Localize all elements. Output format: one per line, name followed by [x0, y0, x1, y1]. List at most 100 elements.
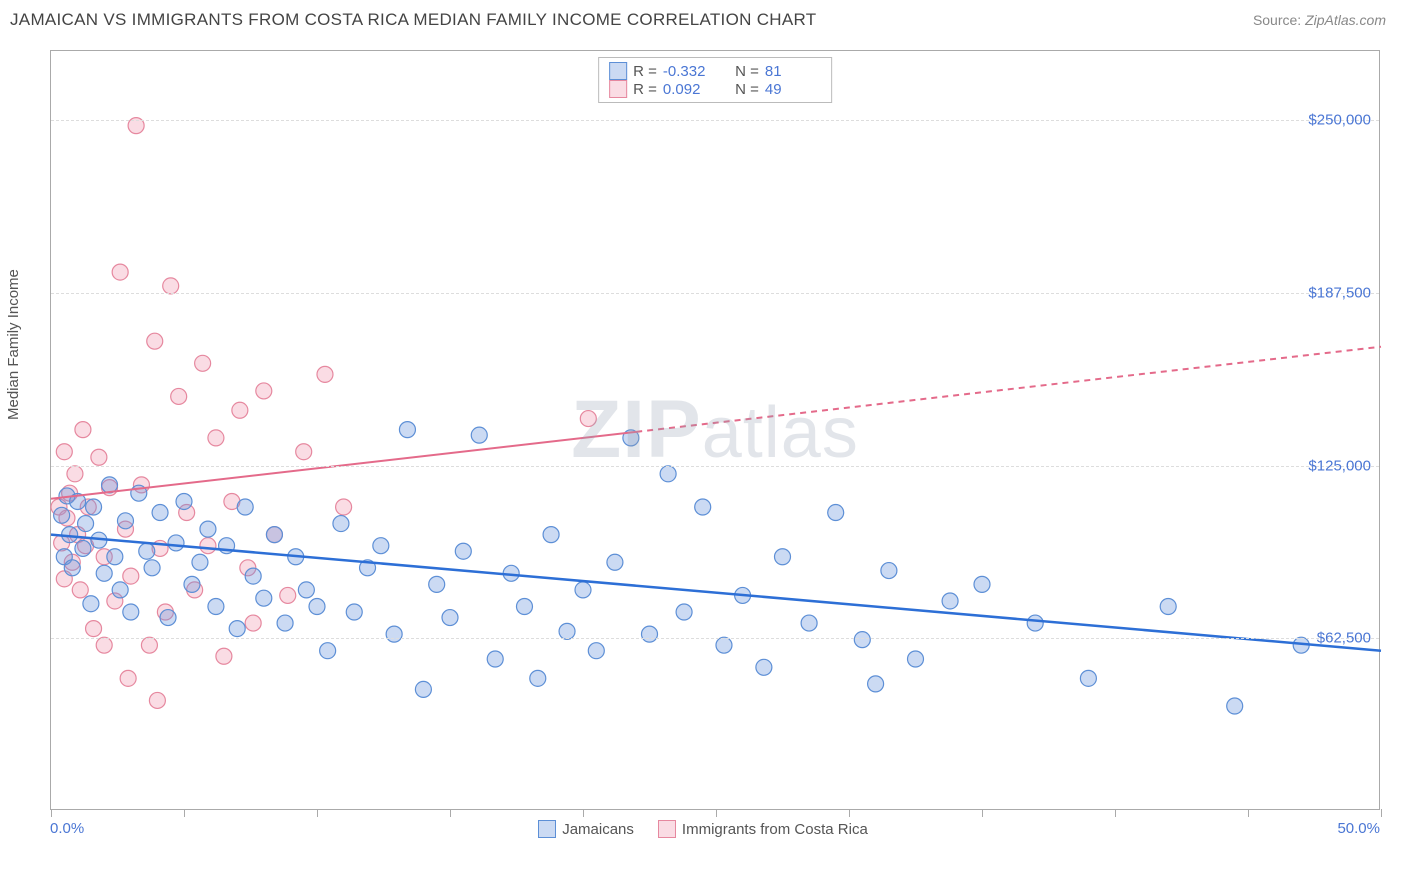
data-point — [588, 643, 604, 659]
data-point — [149, 692, 165, 708]
data-point — [346, 604, 362, 620]
data-point — [200, 521, 216, 537]
chart-title: JAMAICAN VS IMMIGRANTS FROM COSTA RICA M… — [10, 10, 816, 30]
data-point — [828, 505, 844, 521]
data-point — [801, 615, 817, 631]
data-point — [91, 449, 107, 465]
data-point — [317, 366, 333, 382]
data-point — [543, 527, 559, 543]
data-point — [152, 505, 168, 521]
data-point — [487, 651, 503, 667]
data-point — [195, 355, 211, 371]
data-point — [163, 278, 179, 294]
data-point — [580, 411, 596, 427]
data-point — [56, 444, 72, 460]
series-legend: Jamaicans Immigrants from Costa Rica — [0, 820, 1406, 838]
data-point — [881, 563, 897, 579]
data-point — [455, 543, 471, 559]
x-tick — [51, 809, 52, 817]
data-point — [86, 621, 102, 637]
data-point — [320, 643, 336, 659]
data-point — [309, 598, 325, 614]
data-point — [516, 598, 532, 614]
data-point — [775, 549, 791, 565]
data-point — [171, 388, 187, 404]
x-tick — [184, 809, 185, 817]
n-label: N = — [735, 63, 759, 80]
plot-svg — [51, 51, 1379, 809]
data-point — [96, 637, 112, 653]
legend-swatch — [658, 820, 676, 838]
data-point — [471, 427, 487, 443]
data-point — [86, 499, 102, 515]
n-value: 81 — [765, 63, 821, 80]
data-point — [336, 499, 352, 515]
data-point — [1027, 615, 1043, 631]
data-point — [147, 333, 163, 349]
data-point — [245, 615, 261, 631]
legend-swatch — [609, 80, 627, 98]
data-point — [716, 637, 732, 653]
data-point — [1227, 698, 1243, 714]
data-point — [216, 648, 232, 664]
data-point — [54, 507, 70, 523]
gridline — [51, 466, 1379, 467]
data-point — [96, 565, 112, 581]
data-point — [429, 576, 445, 592]
y-axis-label: Median Family Income — [5, 269, 22, 420]
data-point — [1080, 670, 1096, 686]
data-point — [141, 637, 157, 653]
data-point — [296, 444, 312, 460]
data-point — [373, 538, 389, 554]
y-tick-label: $187,500 — [1308, 284, 1371, 301]
chart-source: Source: ZipAtlas.com — [1253, 12, 1386, 28]
x-tick — [849, 809, 850, 817]
data-point — [107, 549, 123, 565]
x-tick — [1381, 809, 1382, 817]
series-legend-label: Jamaicans — [562, 821, 634, 838]
data-point — [123, 568, 139, 584]
data-point — [333, 516, 349, 532]
data-point — [144, 560, 160, 576]
data-point — [256, 383, 272, 399]
data-point — [168, 535, 184, 551]
data-point — [200, 538, 216, 554]
data-point — [208, 430, 224, 446]
data-point — [854, 632, 870, 648]
data-point — [139, 543, 155, 559]
data-point — [75, 540, 91, 556]
data-point — [399, 422, 415, 438]
y-tick-label: $125,000 — [1308, 457, 1371, 474]
trend-line — [51, 535, 1381, 651]
gridline — [51, 120, 1379, 121]
x-tick — [317, 809, 318, 817]
data-point — [974, 576, 990, 592]
data-point — [112, 582, 128, 598]
data-point — [72, 582, 88, 598]
x-tick — [982, 809, 983, 817]
data-point — [117, 513, 133, 529]
data-point — [607, 554, 623, 570]
source-value: ZipAtlas.com — [1305, 12, 1386, 28]
data-point — [184, 576, 200, 592]
data-point — [642, 626, 658, 642]
y-tick-label: $250,000 — [1308, 112, 1371, 129]
x-tick — [1248, 809, 1249, 817]
r-label: R = — [633, 63, 657, 80]
data-point — [942, 593, 958, 609]
data-point — [676, 604, 692, 620]
series-legend-item: Jamaicans — [538, 820, 634, 838]
x-tick — [1115, 809, 1116, 817]
data-point — [280, 587, 296, 603]
data-point — [245, 568, 261, 584]
chart-header: JAMAICAN VS IMMIGRANTS FROM COSTA RICA M… — [0, 0, 1406, 36]
data-point — [908, 651, 924, 667]
series-legend-label: Immigrants from Costa Rica — [682, 821, 868, 838]
data-point — [176, 493, 192, 509]
data-point — [256, 590, 272, 606]
stats-legend-row: R = 0.092 N = 49 — [609, 80, 821, 98]
data-point — [75, 422, 91, 438]
y-tick-label: $62,500 — [1317, 630, 1371, 647]
data-point — [208, 598, 224, 614]
legend-swatch — [609, 62, 627, 80]
